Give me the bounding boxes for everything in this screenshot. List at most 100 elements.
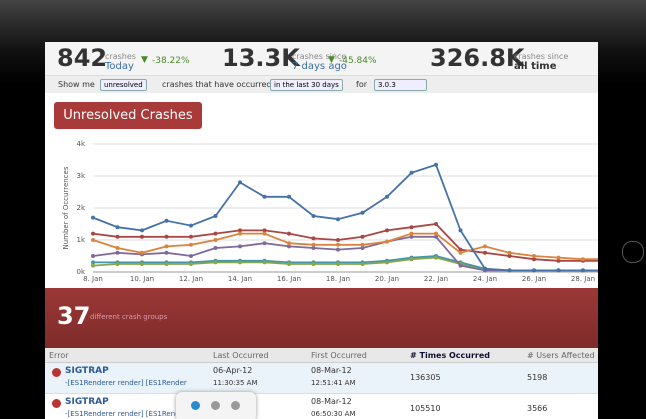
point	[189, 234, 193, 239]
point	[164, 234, 169, 239]
point	[409, 231, 414, 236]
point	[556, 255, 561, 260]
point	[360, 234, 365, 239]
point	[91, 215, 95, 220]
point	[409, 234, 414, 239]
column-header: # Users Affected	[527, 351, 595, 360]
status-select[interactable]: unresolved	[100, 79, 147, 91]
point	[434, 231, 438, 236]
x-tick-label: 12. Jan	[179, 275, 203, 283]
point	[213, 260, 218, 265]
x-tick-label: 24. Jan	[473, 275, 497, 283]
cell: 5198	[527, 373, 548, 382]
point	[507, 250, 512, 255]
point	[164, 218, 169, 223]
point	[238, 244, 242, 249]
point	[434, 255, 438, 260]
cell: 136305	[410, 373, 441, 382]
point	[409, 225, 414, 230]
point	[385, 194, 389, 199]
cell: 11:30:35 AM	[213, 379, 258, 387]
x-tick-label: 20. Jan	[375, 275, 399, 283]
point	[336, 242, 340, 247]
y-tick-label: 0k	[76, 268, 85, 276]
column-header: Last Occurred	[213, 351, 269, 360]
y-tick-label: 4k	[76, 140, 85, 148]
point	[262, 231, 267, 236]
group-label: different crash groups	[90, 313, 168, 321]
point	[507, 254, 512, 258]
cell: 105510	[410, 404, 441, 413]
point	[581, 268, 585, 273]
point	[238, 260, 242, 265]
point	[311, 242, 316, 247]
point	[360, 246, 365, 250]
label: for	[356, 80, 367, 89]
point	[532, 268, 536, 273]
point	[262, 241, 267, 246]
cell: 3566	[527, 404, 548, 413]
x-tick-label: 26. Jan	[522, 275, 546, 283]
error-name: SIGTRAP	[65, 366, 109, 376]
y-tick-label: 3k	[76, 172, 85, 180]
change-arrow: ▼	[328, 55, 335, 65]
point	[262, 228, 267, 233]
summary-band	[45, 288, 598, 348]
screen: Show me unresolved crashes that have occ…	[45, 42, 598, 419]
point	[409, 170, 414, 175]
point	[434, 222, 438, 226]
point	[262, 194, 267, 199]
label: crashes that have occurred	[162, 80, 272, 89]
point	[91, 263, 95, 268]
point	[287, 241, 291, 246]
cell: 08-Mar-12	[311, 366, 352, 375]
point	[311, 262, 316, 266]
point	[336, 217, 340, 222]
stat-label: crashes since	[514, 52, 569, 61]
x-tick-label: 16. Jan	[277, 275, 301, 283]
stat-period: Today	[105, 61, 134, 72]
table-row	[45, 394, 598, 419]
cell: 06:50:30 AM	[311, 410, 356, 418]
stat-label: crashes	[105, 52, 136, 61]
stat-value: 842	[57, 44, 108, 72]
point	[507, 268, 512, 273]
version-select[interactable]: 3.0.3	[374, 79, 427, 91]
point	[189, 242, 193, 247]
range-select[interactable]: in the last 30 days	[270, 79, 343, 91]
point	[458, 250, 463, 255]
point	[360, 242, 365, 247]
error-detail: -[ES1Renderer render] [ES1Renderer	[65, 410, 187, 418]
point	[140, 234, 144, 239]
page-dot[interactable]	[191, 401, 200, 410]
cell: 12:51:41 AM	[311, 379, 356, 387]
point	[385, 260, 389, 265]
point	[458, 247, 463, 252]
point	[213, 231, 218, 236]
x-tick-label: 10. Jan	[130, 275, 154, 283]
cell: 08-Mar-12	[311, 397, 352, 406]
point	[287, 231, 291, 236]
point	[115, 262, 120, 266]
point	[164, 262, 169, 266]
point	[556, 258, 561, 263]
point	[140, 250, 144, 255]
table-header	[45, 348, 598, 363]
stat-value: 326.8K	[430, 44, 525, 72]
point	[483, 244, 487, 249]
y-tick-label: 1k	[76, 236, 85, 244]
unresolved-button[interactable]: Unresolved Crashes	[54, 102, 202, 129]
point	[532, 257, 536, 262]
stat-change: -38.22%	[152, 56, 190, 66]
y-tick-label: 2k	[76, 204, 85, 212]
page-dot[interactable]	[231, 401, 240, 410]
cell: 06-Apr-12	[213, 366, 253, 375]
home-button[interactable]	[622, 241, 644, 263]
point	[91, 254, 95, 258]
point	[287, 244, 291, 249]
page-dot[interactable]	[211, 401, 220, 410]
point	[238, 180, 242, 185]
point	[189, 254, 193, 258]
column-header: First Occurred	[311, 351, 367, 360]
